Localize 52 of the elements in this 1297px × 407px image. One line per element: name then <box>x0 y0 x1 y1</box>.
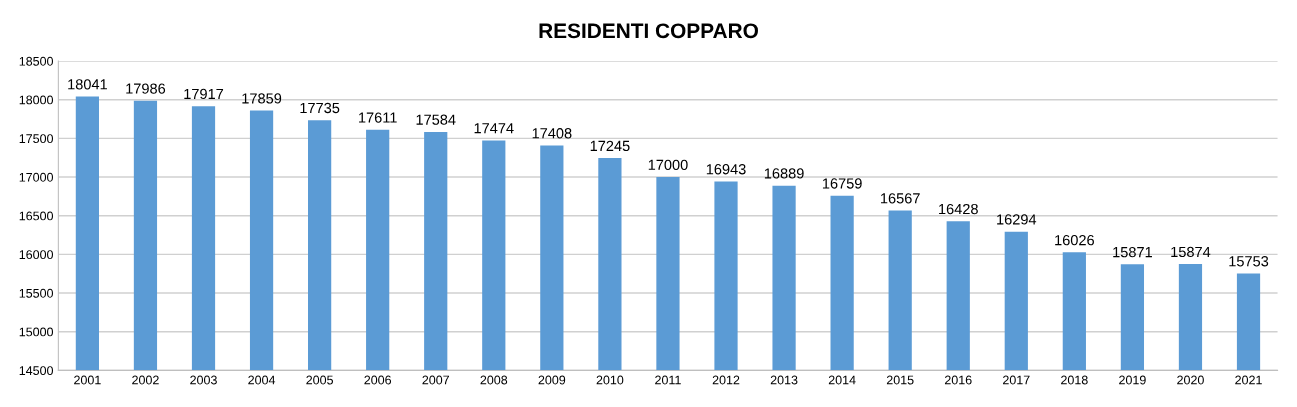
data-label: 17859 <box>242 93 282 104</box>
data-label: 17584 <box>416 114 456 125</box>
data-label: 17611 <box>359 112 397 123</box>
x-tick-label: 2019 <box>1119 375 1146 385</box>
x-tick-label: 2010 <box>596 375 624 385</box>
data-label: 17986 <box>126 83 166 94</box>
x-tick-label: 2004 <box>248 375 276 385</box>
y-tick-label: 14500 <box>19 366 54 376</box>
data-label: 16889 <box>764 168 804 179</box>
data-label: 16428 <box>939 203 978 215</box>
y-tick-label: 15000 <box>19 327 54 337</box>
x-tick-label: 2015 <box>886 375 914 385</box>
data-label: 16567 <box>881 193 920 204</box>
chart-title: RESIDENTI COPPARO <box>539 23 758 39</box>
y-tick-label: 18000 <box>19 95 54 105</box>
data-label: 16759 <box>822 178 862 189</box>
x-tick-label: 2013 <box>770 375 798 385</box>
x-tick-label: 2009 <box>538 375 566 385</box>
data-label: 16294 <box>997 214 1037 225</box>
x-tick-label: 2017 <box>1003 375 1030 385</box>
x-tick-label: 2011 <box>655 375 681 385</box>
data-label: 15871 <box>1113 246 1152 258</box>
data-label: 17474 <box>474 123 514 134</box>
x-tick-label: 2002 <box>132 375 159 385</box>
data-label: 17245 <box>590 140 630 152</box>
x-tick-label: 2001 <box>74 375 101 385</box>
data-label: 17917 <box>184 88 224 100</box>
data-label: 17408 <box>532 128 572 139</box>
x-tick-label: 2006 <box>364 375 392 385</box>
x-tick-label: 2020 <box>1177 375 1204 385</box>
data-label: 18041 <box>68 79 107 90</box>
x-tick-label: 2008 <box>480 375 508 385</box>
data-label: 15753 <box>1229 256 1269 267</box>
x-tick-label: 2005 <box>306 375 333 385</box>
x-tick-label: 2014 <box>828 375 856 385</box>
y-tick-label: 16000 <box>19 250 54 260</box>
x-tick-label: 2003 <box>190 375 217 385</box>
data-label: 16943 <box>706 164 746 175</box>
x-tick-label: 2007 <box>422 375 450 385</box>
x-tick-label: 2018 <box>1061 375 1088 385</box>
data-label: 16026 <box>1055 234 1094 246</box>
y-tick-label: 17500 <box>19 134 54 144</box>
data-label: 15874 <box>1171 246 1211 258</box>
x-tick-label: 2012 <box>712 375 740 385</box>
y-tick-label: 18500 <box>19 56 54 66</box>
x-tick-label: 2021 <box>1235 375 1262 385</box>
y-tick-label: 17000 <box>19 172 54 182</box>
data-label: 17000 <box>648 159 688 170</box>
y-tick-label: 16500 <box>19 211 54 221</box>
x-tick-label: 2016 <box>944 375 972 385</box>
y-tick-label: 15500 <box>19 288 54 298</box>
data-label: 17735 <box>300 102 340 114</box>
